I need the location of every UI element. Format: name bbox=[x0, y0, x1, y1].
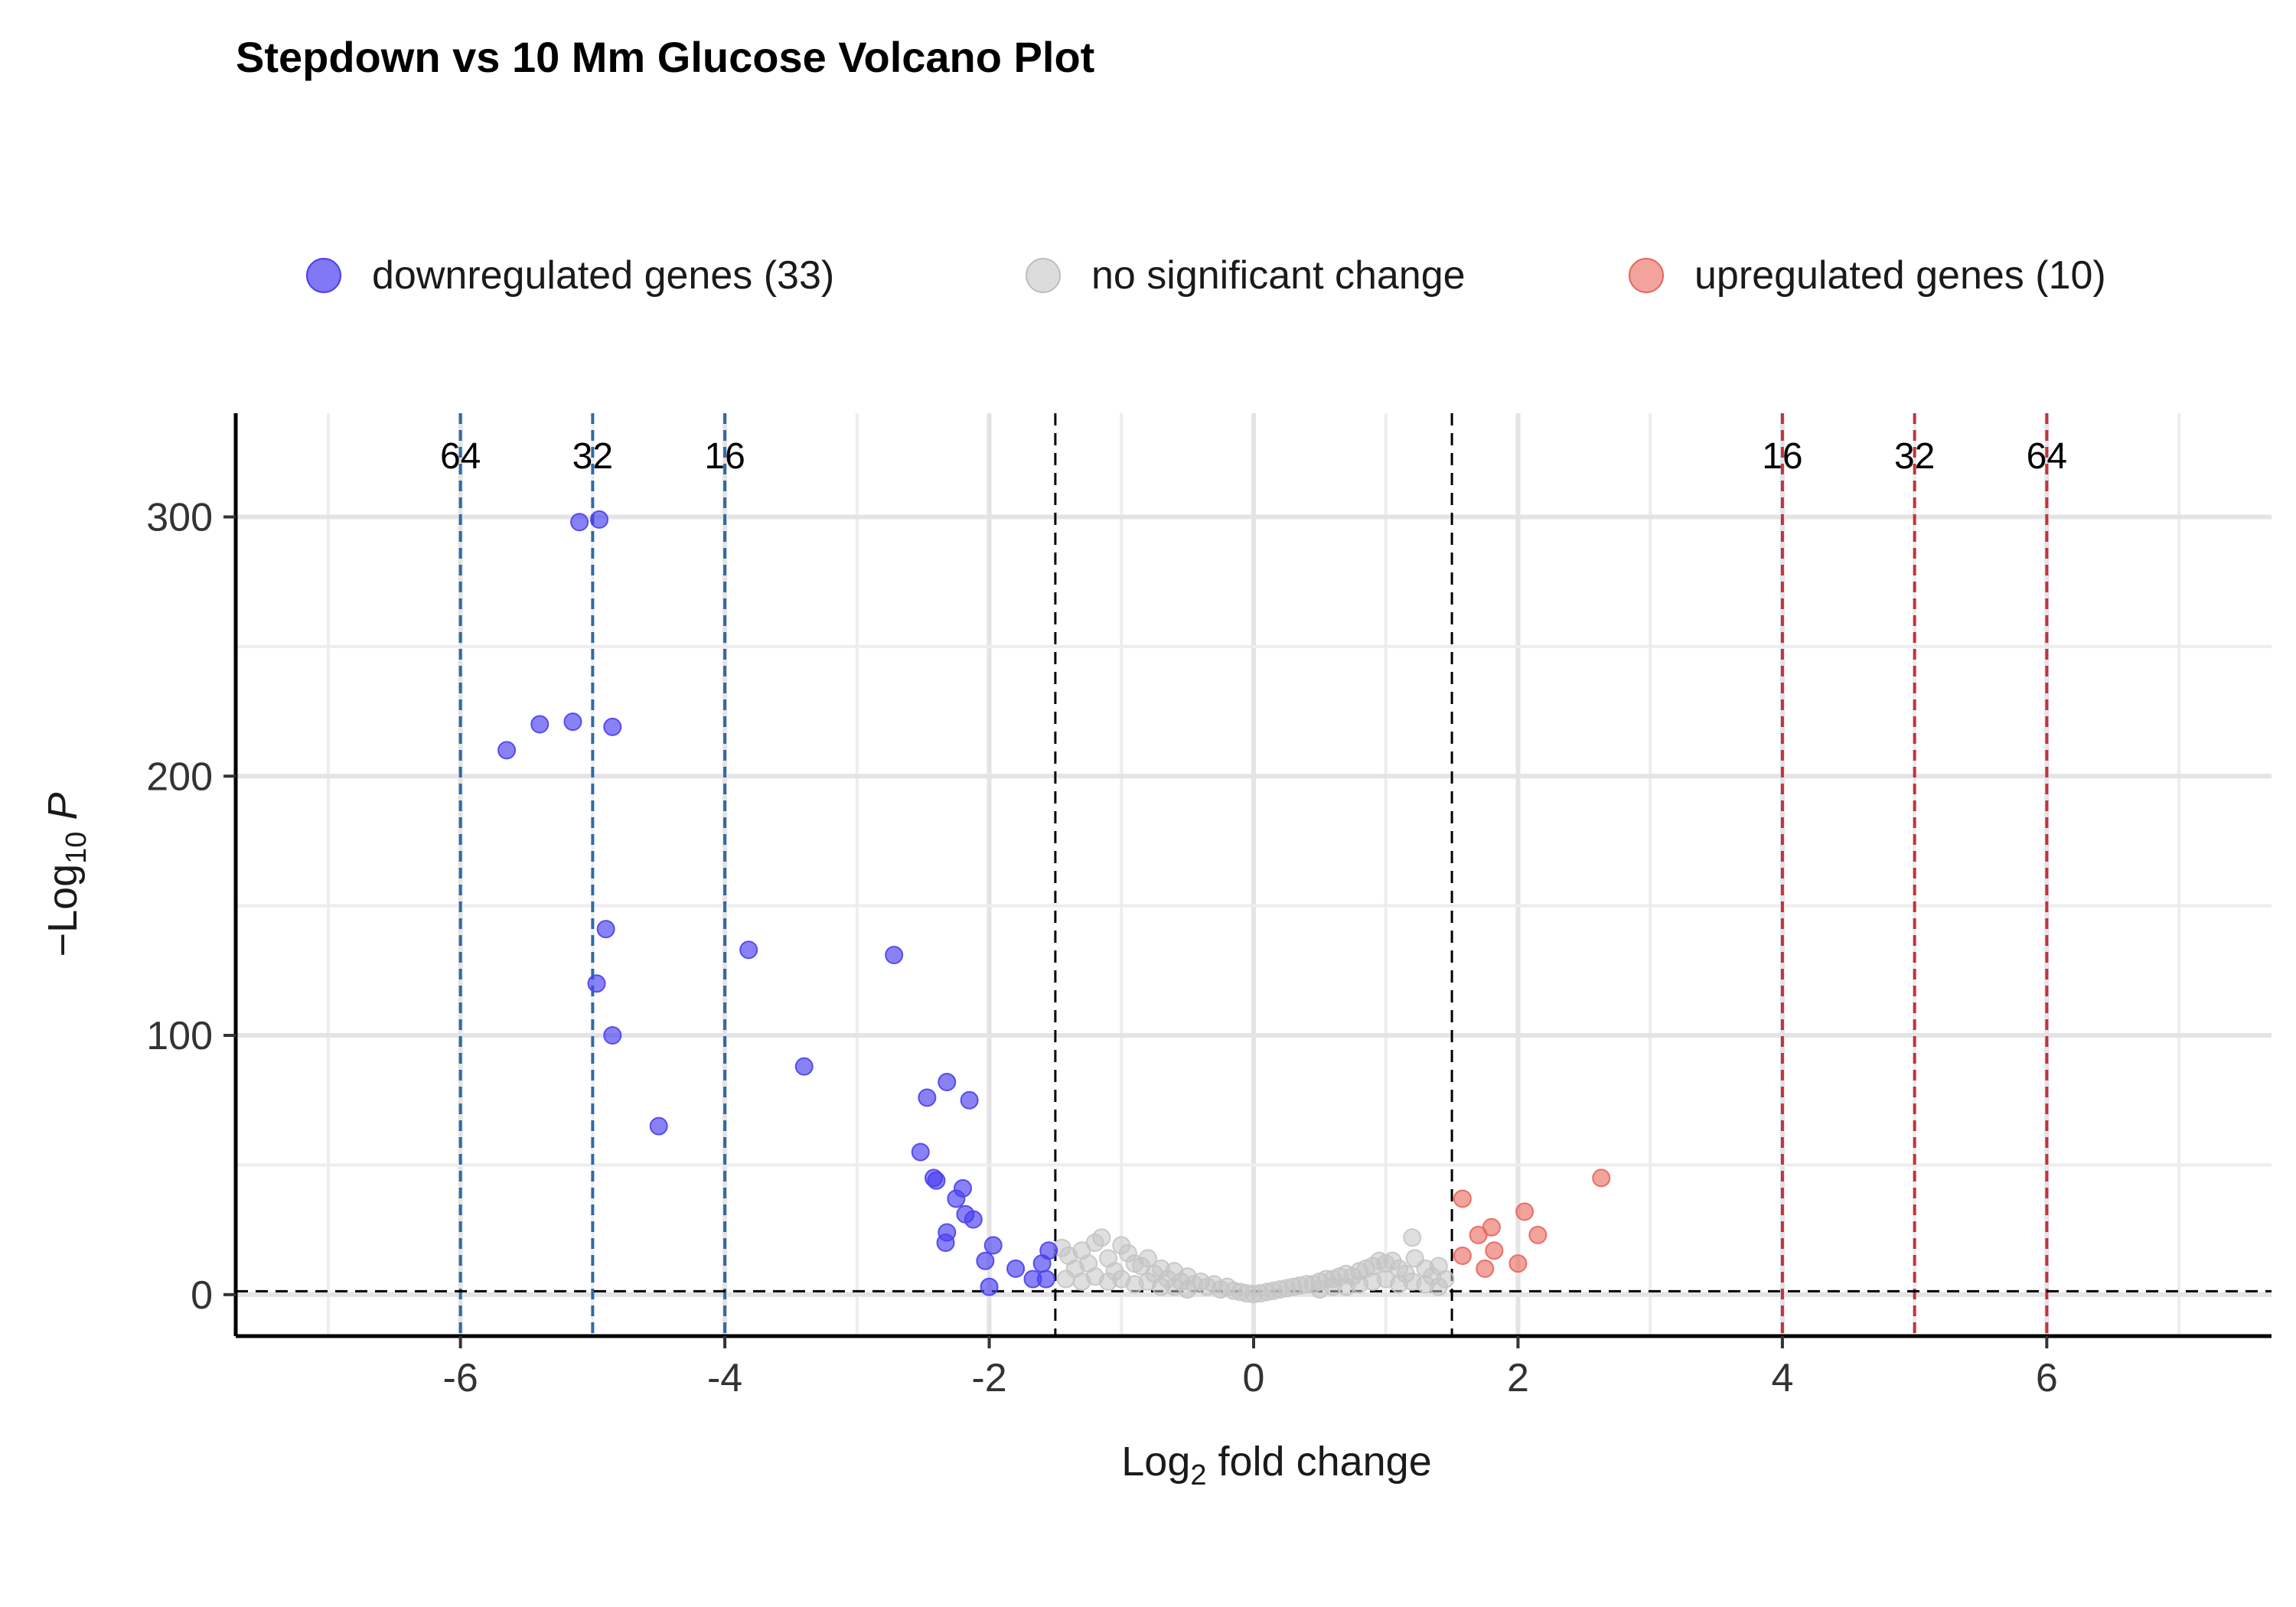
legend-label-no-significant-change: no significant change bbox=[1091, 253, 1466, 298]
legend-item-downregulated: downregulated genes (33) bbox=[306, 245, 834, 306]
fold-change-label: 32 bbox=[572, 436, 613, 477]
x-tick-label: -2 bbox=[971, 1356, 1006, 1400]
data-point bbox=[1138, 1249, 1157, 1268]
data-point bbox=[590, 510, 608, 529]
data-point bbox=[983, 1236, 1003, 1255]
x-tick-label: 2 bbox=[1507, 1356, 1529, 1400]
y-tick-label: 100 bbox=[146, 1014, 213, 1058]
data-point bbox=[497, 741, 517, 760]
grid bbox=[236, 413, 2272, 1336]
y-tick-label: 300 bbox=[146, 496, 213, 540]
data-point bbox=[1178, 1280, 1197, 1299]
data-point bbox=[794, 1057, 814, 1076]
data-point bbox=[1508, 1254, 1528, 1273]
x-tick-label: 0 bbox=[1243, 1356, 1265, 1400]
y-tick-label: 0 bbox=[191, 1273, 213, 1318]
legend-swatch-upregulated bbox=[1629, 258, 1664, 293]
data-point bbox=[964, 1210, 983, 1229]
x-axis-label: Log2 fold change bbox=[1121, 1439, 1431, 1491]
tick-labels: -6 -4 -2 0 2 4 6 0 100 200 300 bbox=[146, 496, 2058, 1400]
fold-change-label: 64 bbox=[2027, 436, 2067, 477]
legend-label-upregulated: upregulated genes (10) bbox=[1694, 253, 2106, 298]
data-point bbox=[563, 712, 582, 732]
data-point bbox=[1485, 1241, 1504, 1260]
y-tick-label: 200 bbox=[146, 755, 213, 799]
x-tick-label: -4 bbox=[707, 1356, 742, 1400]
data-point bbox=[1515, 1202, 1534, 1221]
data-point bbox=[603, 1026, 622, 1045]
data-point bbox=[603, 717, 622, 736]
data-point bbox=[938, 1073, 957, 1092]
y-axis-label: −Log10 P bbox=[40, 793, 93, 957]
data-point bbox=[980, 1277, 999, 1296]
legend-label-downregulated: downregulated genes (33) bbox=[372, 253, 835, 298]
fold-change-label: 32 bbox=[1894, 436, 1935, 477]
data-point bbox=[1453, 1246, 1472, 1265]
legend-item-no-significant-change: no significant change bbox=[1026, 245, 1466, 306]
fold-change-label: 64 bbox=[440, 436, 481, 477]
data-point bbox=[1453, 1189, 1472, 1208]
data-point bbox=[911, 1143, 930, 1162]
data-point bbox=[596, 920, 615, 939]
data-point bbox=[1092, 1228, 1111, 1247]
legend: downregulated genes (33) no significant … bbox=[0, 245, 2296, 306]
x-tick-label: 4 bbox=[1771, 1356, 1793, 1400]
data-point bbox=[885, 946, 904, 965]
legend-swatch-downregulated bbox=[306, 258, 341, 293]
data-point bbox=[1429, 1277, 1448, 1296]
data-point bbox=[1006, 1259, 1026, 1278]
fold-change-label: 16 bbox=[1762, 436, 1802, 477]
data-point bbox=[587, 974, 606, 993]
x-tick-label: -6 bbox=[443, 1356, 478, 1400]
data-point bbox=[1592, 1169, 1611, 1188]
axes bbox=[223, 413, 2272, 1348]
chart-title: Stepdown vs 10 Mm Glucose Volcano Plot bbox=[236, 33, 1095, 81]
data-point bbox=[1528, 1225, 1548, 1244]
data-points bbox=[497, 510, 1611, 1304]
data-point bbox=[947, 1189, 966, 1208]
data-point bbox=[1032, 1254, 1052, 1273]
data-point bbox=[1056, 1270, 1075, 1289]
data-point bbox=[918, 1088, 937, 1107]
legend-swatch-no-significant-change bbox=[1026, 258, 1061, 293]
legend-item-upregulated: upregulated genes (10) bbox=[1629, 245, 2106, 306]
x-tick-label: 6 bbox=[2036, 1356, 2058, 1400]
data-point bbox=[1036, 1270, 1055, 1289]
data-point bbox=[1403, 1228, 1422, 1247]
data-point bbox=[927, 1171, 946, 1190]
data-point bbox=[739, 940, 758, 960]
data-point bbox=[1476, 1259, 1495, 1278]
data-point bbox=[1469, 1225, 1488, 1244]
data-point bbox=[936, 1234, 955, 1253]
data-point bbox=[649, 1116, 668, 1136]
data-point bbox=[530, 715, 550, 734]
data-point bbox=[960, 1090, 979, 1110]
fold-change-label: 16 bbox=[704, 436, 745, 477]
data-point bbox=[570, 513, 589, 532]
data-point bbox=[976, 1251, 995, 1270]
